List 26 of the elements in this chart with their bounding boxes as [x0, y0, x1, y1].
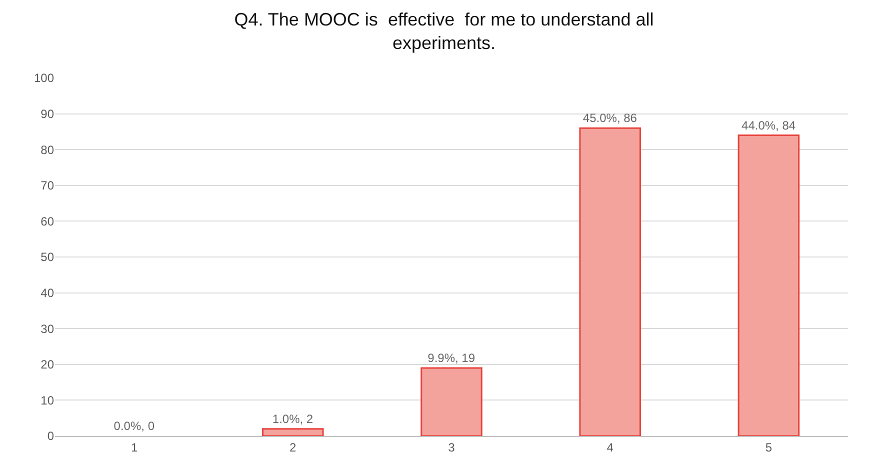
- x-tick-label: 1: [130, 440, 138, 454]
- data-label: 44.0%, 84: [742, 118, 796, 132]
- bar: [579, 127, 641, 436]
- x-tick-label: 3: [448, 440, 456, 454]
- y-tick-label: 50: [40, 250, 54, 264]
- y-tick-label: 0: [47, 429, 54, 444]
- data-label: 0.0%, 0: [114, 419, 155, 433]
- y-tick-label: 80: [40, 142, 54, 157]
- y-tick-label: 60: [40, 214, 54, 228]
- y-tick-label: 30: [40, 322, 54, 336]
- bar: [420, 367, 482, 436]
- data-label: 1.0%, 2: [272, 412, 314, 426]
- data-label: 9.9%, 19: [428, 350, 476, 365]
- y-tick-label: 10: [40, 393, 54, 408]
- bar: [738, 134, 800, 436]
- bar: [262, 428, 324, 436]
- x-tick-label: 4: [606, 440, 614, 454]
- y-tick-label: 20: [40, 358, 54, 372]
- y-tick-label: 90: [40, 107, 54, 121]
- y-tick-label: 70: [40, 178, 54, 193]
- x-tick-label: 5: [765, 440, 772, 454]
- y-tick-label: 40: [40, 286, 54, 300]
- y-tick-label: 100: [34, 71, 54, 86]
- data-label: 45.0%, 86: [582, 111, 638, 126]
- x-tick-label: 2: [290, 440, 297, 454]
- chart-title: Q4. The MOOC is effective for me to understand all experiments.: [234, 10, 654, 54]
